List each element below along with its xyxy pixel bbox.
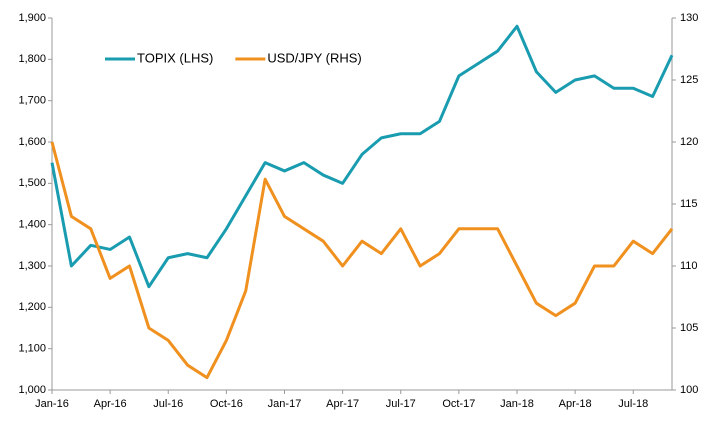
y-tick-label: 1,300: [18, 260, 46, 272]
y2-tick-label: 130: [680, 12, 698, 24]
line-series: [50, 141, 674, 380]
x-tick-label: Jul-17: [386, 398, 416, 410]
x-tick-label: Oct-16: [210, 398, 243, 410]
y-tick-label: 1,100: [18, 343, 46, 355]
x-tick-label: Apr-18: [559, 398, 592, 410]
y-tick-label: 1,400: [18, 219, 46, 231]
y2-tick-label: 125: [680, 74, 698, 86]
y2-tick-label: 110: [680, 260, 698, 272]
y-tick-label: 1,700: [18, 95, 46, 107]
x-tick-label: Jan-17: [268, 398, 302, 410]
y-tick-label: 1,600: [18, 136, 46, 148]
x-tick-label: Jan-16: [35, 398, 69, 410]
y2-tick-label: 115: [680, 198, 698, 210]
x-tick-label: Jul-18: [618, 398, 648, 410]
line-series: [50, 24, 674, 289]
x-tick-label: Jul-16: [153, 398, 183, 410]
y2-tick-label: 120: [680, 136, 698, 148]
y-tick-label: 1,000: [18, 384, 46, 396]
x-tick-label: Jan-18: [500, 398, 534, 410]
legend-label: USD/JPY (RHS): [267, 50, 361, 65]
x-tick-label: Apr-16: [94, 398, 127, 410]
y2-tick-label: 105: [680, 322, 698, 334]
y-tick-label: 1,800: [18, 53, 46, 65]
y-tick-label: 1,900: [18, 12, 46, 24]
x-tick-label: Apr-17: [326, 398, 359, 410]
y-tick-label: 1,200: [18, 301, 46, 313]
y2-tick-label: 100: [680, 384, 698, 396]
legend-label: TOPIX (LHS): [137, 50, 213, 65]
y-tick-label: 1,500: [18, 177, 46, 189]
x-tick-label: Oct-17: [442, 398, 475, 410]
